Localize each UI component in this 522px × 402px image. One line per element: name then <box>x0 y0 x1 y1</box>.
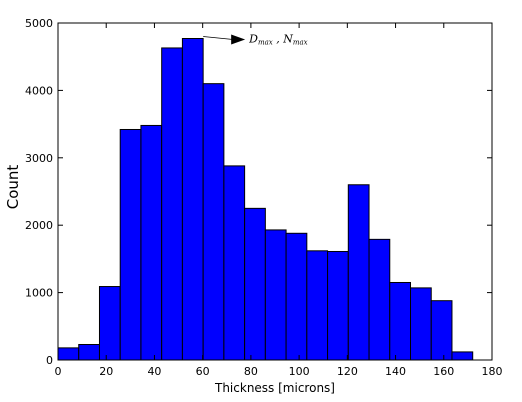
histogram-bar <box>57 347 80 361</box>
histogram-bar <box>410 287 432 361</box>
annotation-separator: , <box>273 33 284 46</box>
histogram-bar <box>181 38 204 361</box>
plot-frame <box>57 22 493 361</box>
histogram-bar <box>244 207 266 361</box>
y-axis-ticks: 0 1000 2000 3000 4000 5000 <box>25 17 492 367</box>
histogram-bar <box>285 232 308 361</box>
x-tick-label: 60 <box>196 365 210 378</box>
y-tick-label: 3000 <box>25 152 53 165</box>
annotation-n: N <box>282 33 293 46</box>
histogram-bar <box>306 250 329 361</box>
x-tick-label: 40 <box>147 365 161 378</box>
annotation-arrow-line <box>203 36 234 40</box>
histogram-bar <box>264 229 287 361</box>
x-tick-label: 0 <box>55 365 62 378</box>
y-tick-label: 0 <box>46 354 53 367</box>
histogram-bar <box>119 128 142 361</box>
histogram-bar <box>98 286 121 361</box>
x-tick-label: 20 <box>99 365 113 378</box>
x-axis-label: Thickness [microns] <box>214 381 335 395</box>
x-axis-ticks: 0 20 40 60 80 100 120 140 160 180 <box>55 23 503 378</box>
y-axis-label: Count <box>4 165 22 210</box>
annotation-arrowhead <box>231 34 246 45</box>
x-tick-label: 160 <box>433 365 454 378</box>
histogram-bar <box>161 47 183 361</box>
histogram-bar <box>430 300 453 361</box>
histogram-bar <box>327 250 349 361</box>
annotation-d-sub: max <box>258 39 273 47</box>
histogram-bar <box>451 351 474 361</box>
histogram-bars <box>57 38 474 361</box>
y-tick-label: 4000 <box>25 84 53 97</box>
y-tick-label: 5000 <box>25 17 53 30</box>
x-tick-label: 180 <box>482 365 503 378</box>
histogram-bar <box>347 184 370 361</box>
histogram-bar <box>389 281 412 361</box>
y-tick-label: 1000 <box>25 287 53 300</box>
annotation-n-sub: max <box>293 39 308 47</box>
peak-annotation: Dmax , Nmax <box>203 33 308 47</box>
y-tick-label: 2000 <box>25 219 53 232</box>
x-tick-label: 100 <box>289 365 310 378</box>
histogram-bar <box>140 124 163 361</box>
annotation-d: D <box>248 33 258 46</box>
x-tick-label: 80 <box>244 365 258 378</box>
histogram-bar <box>78 343 100 361</box>
x-tick-label: 140 <box>385 365 406 378</box>
x-tick-label: 120 <box>337 365 358 378</box>
annotation-text: Dmax , Nmax <box>248 33 308 47</box>
histogram-bar <box>223 165 246 361</box>
histogram-bar <box>368 238 391 361</box>
histogram-bar <box>202 83 225 361</box>
